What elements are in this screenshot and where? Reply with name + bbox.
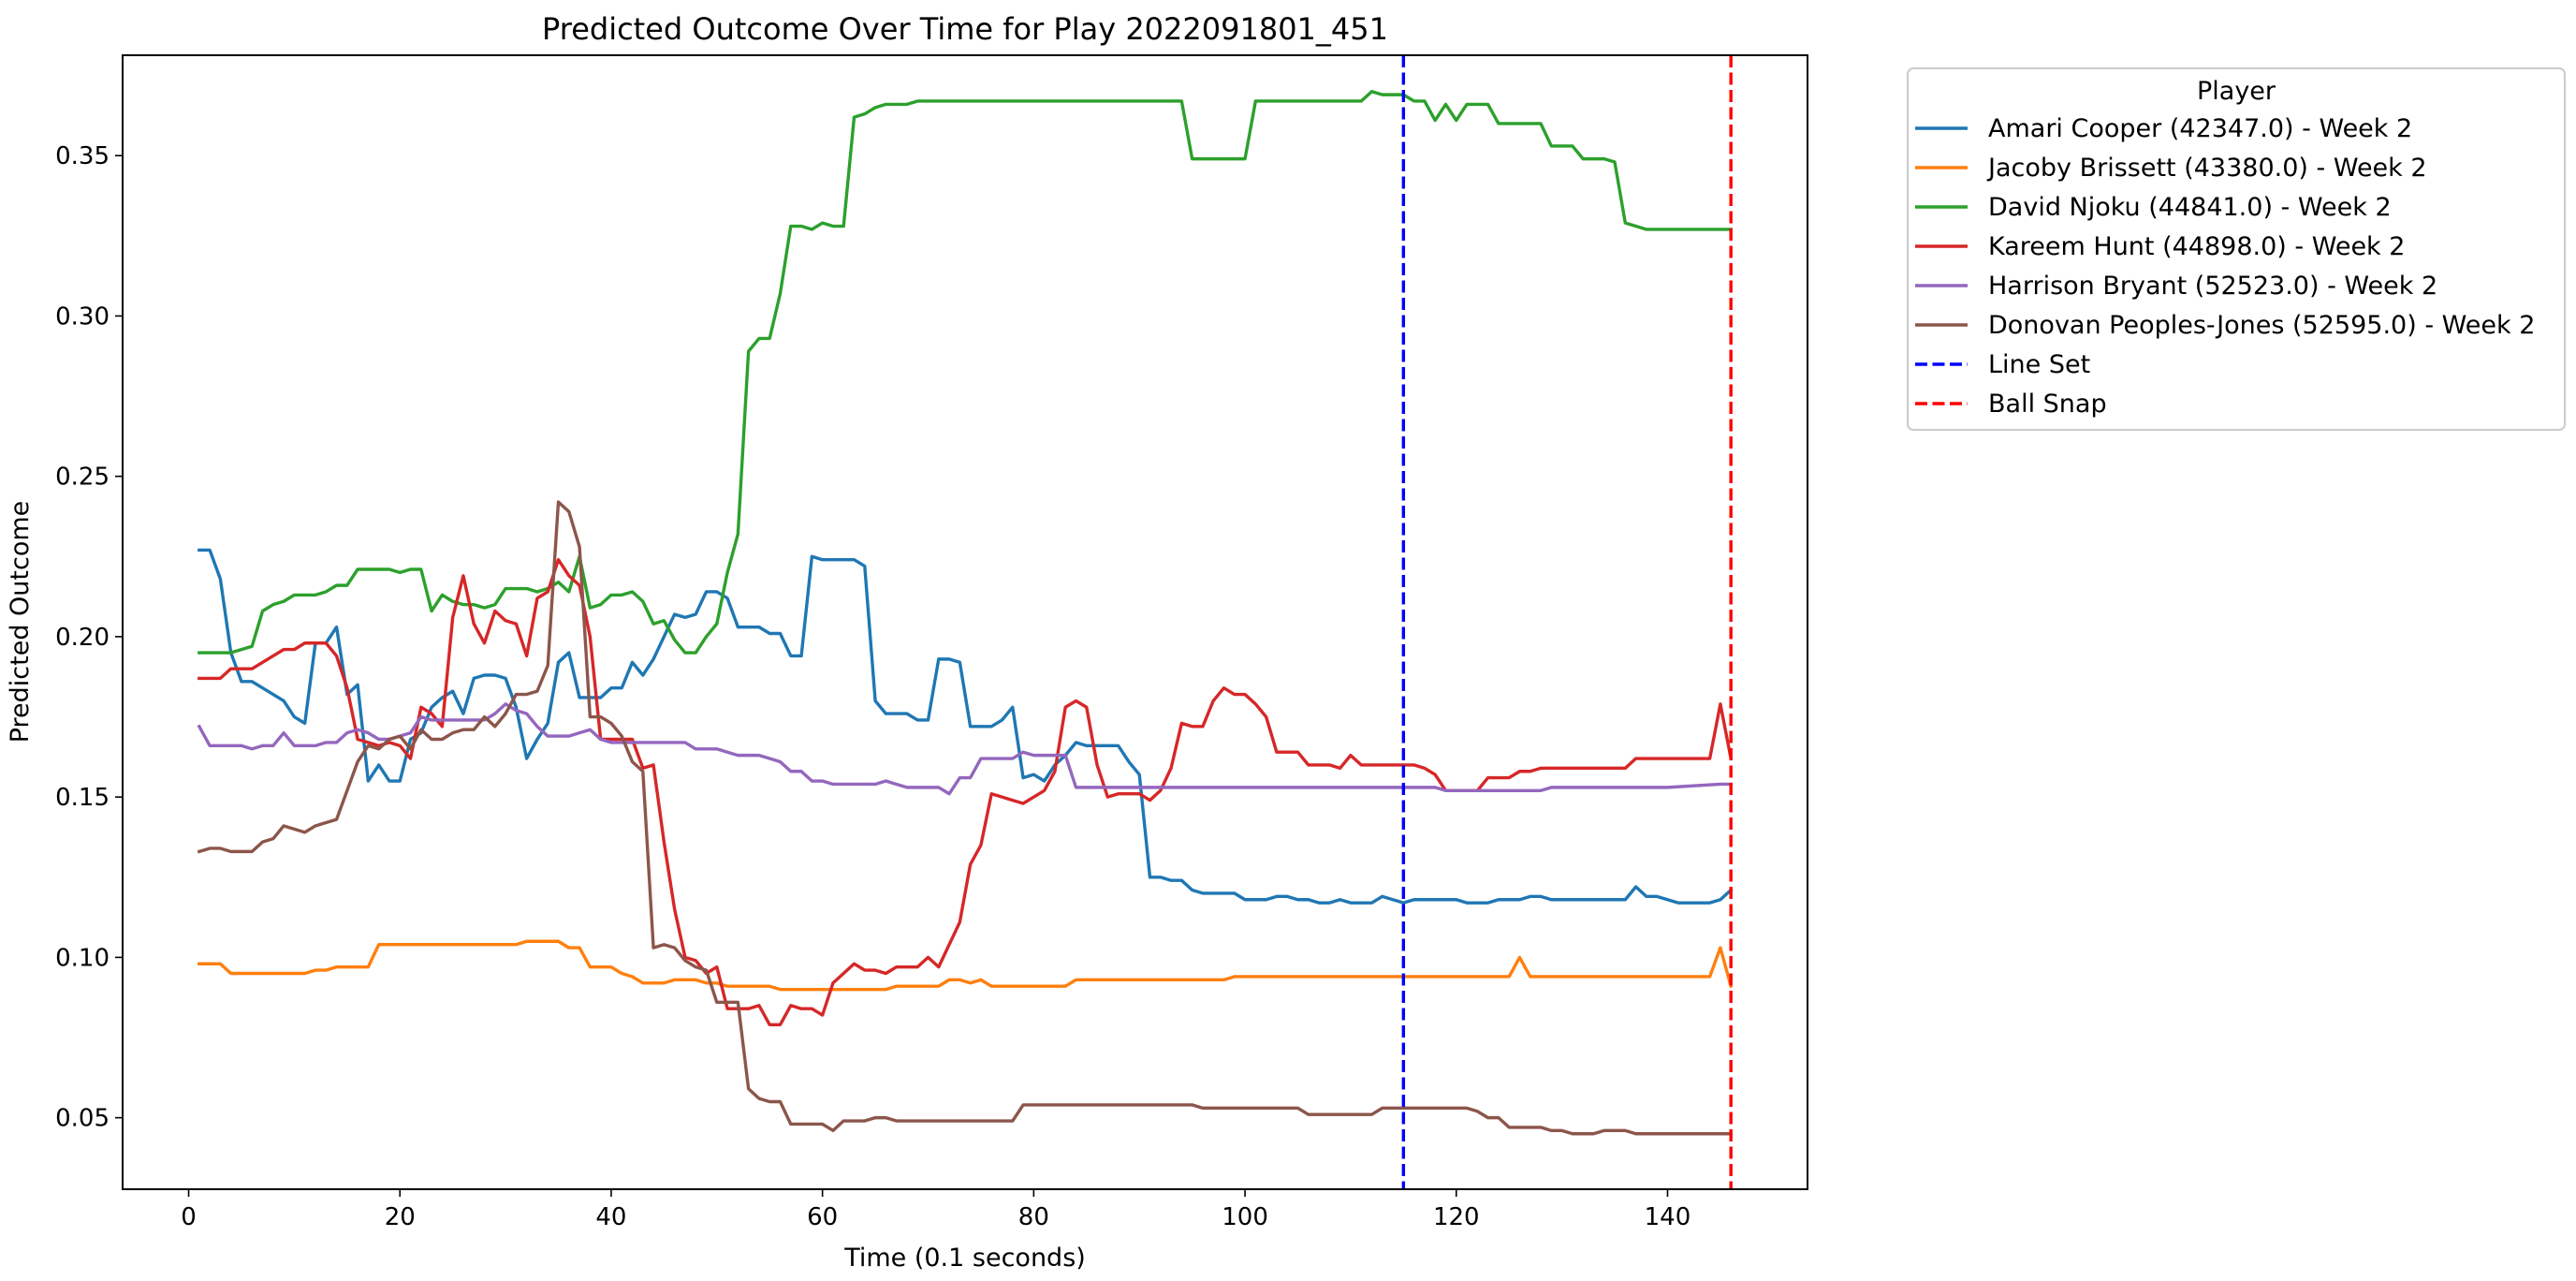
x-tick-label: 120 (1433, 1203, 1480, 1231)
legend: Player Amari Cooper (42347.0) - Week 2 Ja… (1907, 67, 2566, 431)
legend-label: Jacoby Brissett (43380.0) - Week 2 (1986, 154, 2427, 183)
series-line-david-njoku-44841-0-week-2 (198, 90, 1733, 655)
legend-label: Ball Snap (1988, 390, 2107, 419)
x-tick-label: 40 (595, 1203, 626, 1231)
x-tick-label: 60 (807, 1203, 838, 1231)
x-axis-ticks: 0 20 40 60 80 100 120 140 (181, 1189, 1690, 1231)
series-layer (197, 90, 1734, 1136)
series-line-amari-cooper-42347-0-week-2 (198, 548, 1734, 905)
x-tick-label: 20 (385, 1203, 416, 1231)
y-tick-label: 0.15 (55, 784, 110, 812)
x-tick-label: 0 (181, 1203, 197, 1231)
y-tick-label: 0.20 (55, 624, 110, 652)
y-axis-label: Predicted Outcome (6, 501, 35, 744)
y-tick-label: 0.10 (55, 944, 110, 972)
series-line-donovan-peoples-jones-52595-0-week-2 (197, 500, 1733, 1136)
chart-title: Predicted Outcome Over Time for Play 202… (542, 11, 1388, 47)
plot-frame (123, 55, 1808, 1189)
legend-title: Player (2197, 77, 2276, 106)
series-line-harrison-bryant-52523-0-week-2 (197, 702, 1733, 796)
x-tick-label: 140 (1645, 1203, 1691, 1231)
y-axis-ticks: 0.05 0.10 0.15 0.20 0.25 0.30 0.35 (55, 142, 123, 1133)
plot-area (123, 55, 1808, 1189)
legend-label: Harrison Bryant (52523.0) - Week 2 (1988, 272, 2437, 301)
y-tick-label: 0.30 (55, 302, 110, 331)
legend-entries: Amari Cooper (42347.0) - Week 2 Jacoby Br… (1915, 114, 2535, 419)
x-tick-label: 100 (1222, 1203, 1268, 1231)
y-tick-label: 0.35 (55, 142, 110, 170)
series-line-jacoby-brissett-43380-0-week-2 (198, 939, 1734, 992)
x-axis-label: Time (0.1 seconds) (843, 1244, 1086, 1273)
x-tick-label: 80 (1018, 1203, 1049, 1231)
plot-border (122, 54, 1808, 1190)
y-tick-label: 0.05 (55, 1105, 110, 1133)
legend-label: Amari Cooper (42347.0) - Week 2 (1988, 114, 2412, 143)
vline-layer (1401, 55, 1733, 1189)
legend-label: Kareem Hunt (44898.0) - Week 2 (1988, 232, 2405, 261)
legend-label: Donovan Peoples-Jones (52595.0) - Week 2 (1988, 311, 2535, 340)
legend-label: David Njoku (44841.0) - Week 2 (1988, 193, 2392, 222)
legend-label: Line Set (1988, 350, 2090, 379)
y-tick-label: 0.25 (55, 464, 110, 492)
legend-box (1907, 67, 2566, 431)
